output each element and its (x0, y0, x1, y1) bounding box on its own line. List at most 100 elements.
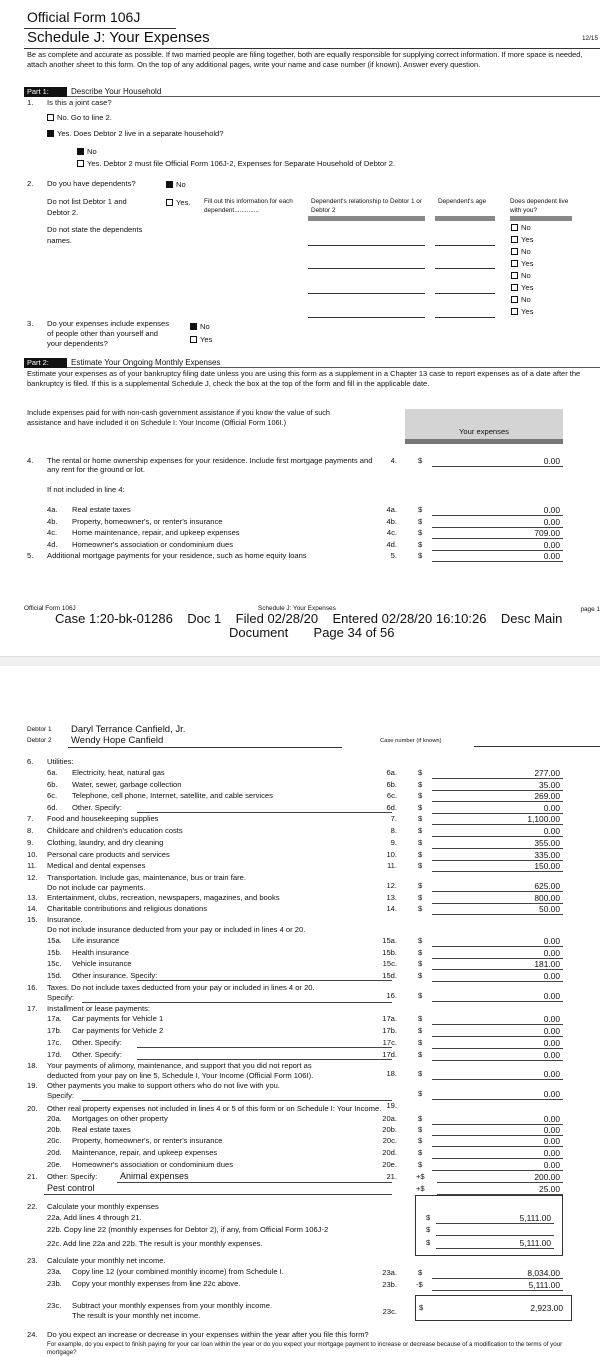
q1-no-option[interactable]: No. Go to line 2. (47, 113, 112, 122)
l22c-amount[interactable]: 5,111.00 (436, 1238, 554, 1249)
specify-field[interactable] (137, 980, 392, 981)
specify-field[interactable] (44, 1194, 392, 1195)
amount-field[interactable]: 0.00 (432, 540, 563, 551)
specify-field[interactable] (82, 1002, 392, 1003)
age-field[interactable] (435, 293, 495, 294)
amount-field[interactable]: 0.00 (432, 505, 563, 516)
amount-field[interactable]: 355.00 (432, 838, 563, 849)
amount-field[interactable]: 0.00 (432, 1026, 563, 1037)
specify-value[interactable]: Animal expenses (120, 1171, 189, 1181)
amount-field[interactable]: 277.00 (432, 768, 563, 779)
live-no-option[interactable]: No (511, 271, 531, 280)
amount-field[interactable]: 0.00 (432, 803, 563, 814)
specify-field[interactable] (82, 1100, 392, 1101)
line-ref: 6d. (386, 803, 397, 812)
relationship-field[interactable] (308, 293, 425, 294)
amount-field[interactable]: 0.00 (432, 517, 563, 528)
amount-field[interactable]: 0.00 (432, 826, 563, 837)
q1-yes-option[interactable]: Yes. Does Debtor 2 live in a separate ho… (47, 129, 223, 138)
line-label: Other: Specify: (47, 1172, 98, 1181)
line-number: 12. (27, 873, 38, 882)
l22a-amount[interactable]: 5,111.00 (436, 1213, 554, 1224)
line-ref: 14. (386, 904, 397, 913)
currency: $ (418, 1114, 423, 1123)
specify-field[interactable] (137, 1047, 392, 1048)
q2-no-option[interactable]: No (166, 180, 186, 189)
line-number: 6. (27, 757, 34, 766)
l22b-amount[interactable] (436, 1225, 554, 1236)
line-ref: 11. (387, 861, 397, 870)
amount-field[interactable]: 269.00 (432, 791, 563, 802)
specify-field[interactable] (137, 812, 392, 813)
amount-field[interactable]: 0.00 (432, 1069, 563, 1080)
l23a-amount[interactable]: 8,034.00 (432, 1268, 563, 1279)
q3-yes-option[interactable]: Yes (190, 335, 212, 344)
live-yes-option[interactable]: Yes (511, 283, 533, 292)
amount-field[interactable]: 0.00 (432, 1050, 563, 1061)
relationship-field[interactable] (308, 268, 425, 269)
live-yes-option[interactable]: Yes (511, 259, 533, 268)
line-label: Health insurance (72, 948, 129, 957)
line-sub-number: 6a. (47, 768, 58, 777)
amount-field[interactable]: 50.00 (432, 904, 563, 915)
amount-field[interactable]: 0.00 (432, 1136, 563, 1147)
age-field[interactable] (435, 245, 495, 246)
case-number-field[interactable] (474, 746, 600, 747)
live-no-option[interactable]: No (511, 223, 531, 232)
age-field[interactable] (435, 268, 495, 269)
page-title: Schedule J: Your Expenses (27, 29, 210, 46)
amount-field[interactable]: 1,100.00 (432, 814, 563, 825)
line-sub-number: 15a. (47, 936, 62, 945)
amount-field[interactable]: 709.00 (432, 528, 563, 539)
specify-field[interactable] (137, 1059, 392, 1060)
amount-field[interactable]: 35.00 (432, 780, 563, 791)
amount-field[interactable]: 150.00 (432, 861, 563, 872)
amount-field[interactable]: 25.00 (437, 1184, 563, 1195)
amount-field[interactable]: 800.00 (432, 893, 563, 904)
amount-field[interactable]: 0.00 (432, 948, 563, 959)
line-number: 17. (27, 1004, 38, 1013)
line-label-2: deducted from your pay on line 5, Schedu… (47, 1071, 314, 1080)
live-yes-option[interactable]: Yes (511, 307, 533, 316)
line-label: Your payments of alimony, maintenance, a… (47, 1061, 312, 1070)
q1-sub-no-option[interactable]: No (77, 147, 97, 156)
amount-field[interactable]: 200.00 (437, 1172, 563, 1183)
not-included-note: If not included in line 4: (47, 485, 125, 494)
specify-field[interactable] (117, 1182, 392, 1183)
amount-field[interactable]: 625.00 (432, 881, 563, 892)
live-yes-option[interactable]: Yes (511, 235, 533, 244)
amount-field[interactable]: 0.00 (432, 1148, 563, 1159)
amount-field[interactable]: 335.00 (432, 850, 563, 861)
specify-value[interactable]: Pest control (47, 1183, 95, 1193)
q2-yes-option[interactable]: Yes. (166, 198, 191, 207)
live-no-option[interactable]: No (511, 295, 531, 304)
amount-field[interactable]: 0.00 (432, 1125, 563, 1136)
currency: $ (418, 528, 423, 537)
q3-no-option[interactable]: No (190, 322, 210, 331)
amount-field[interactable]: 0.00 (432, 1038, 563, 1049)
q2-note1: Do not list Debtor 1 and Debtor 2. (47, 197, 127, 217)
line-label: Other. Specify: (72, 1038, 122, 1047)
currency: $ (418, 1014, 423, 1023)
amount-field[interactable]: 0.00 (432, 1089, 563, 1100)
amount-field[interactable]: 0.00 (432, 551, 563, 562)
amount-field[interactable]: 0.00 (432, 456, 563, 467)
line-ref: 17a. (382, 1014, 397, 1023)
l23c-label: Subtract your monthly expenses from your… (72, 1301, 273, 1310)
relationship-field[interactable] (308, 317, 425, 318)
amount-field[interactable]: 0.00 (432, 1014, 563, 1025)
col-age: Dependent's age (438, 198, 487, 205)
age-field[interactable] (435, 317, 495, 318)
currency: $ (418, 826, 423, 835)
amount-field[interactable]: 0.00 (432, 991, 563, 1002)
amount-field[interactable]: 0.00 (432, 971, 563, 982)
amount-field[interactable]: 0.00 (432, 1114, 563, 1125)
line-label: Car payments for Vehicle 2 (72, 1026, 164, 1035)
relationship-field[interactable] (308, 245, 425, 246)
amount-field[interactable]: 0.00 (432, 1160, 563, 1171)
live-no-option[interactable]: No (511, 247, 531, 256)
l23b-amount[interactable]: 5,111.00 (432, 1280, 563, 1291)
amount-field[interactable]: 0.00 (432, 936, 563, 947)
amount-field[interactable]: 181.00 (432, 959, 563, 970)
q1-sub-yes-option[interactable]: Yes. Debtor 2 must file Official Form 10… (77, 159, 395, 168)
